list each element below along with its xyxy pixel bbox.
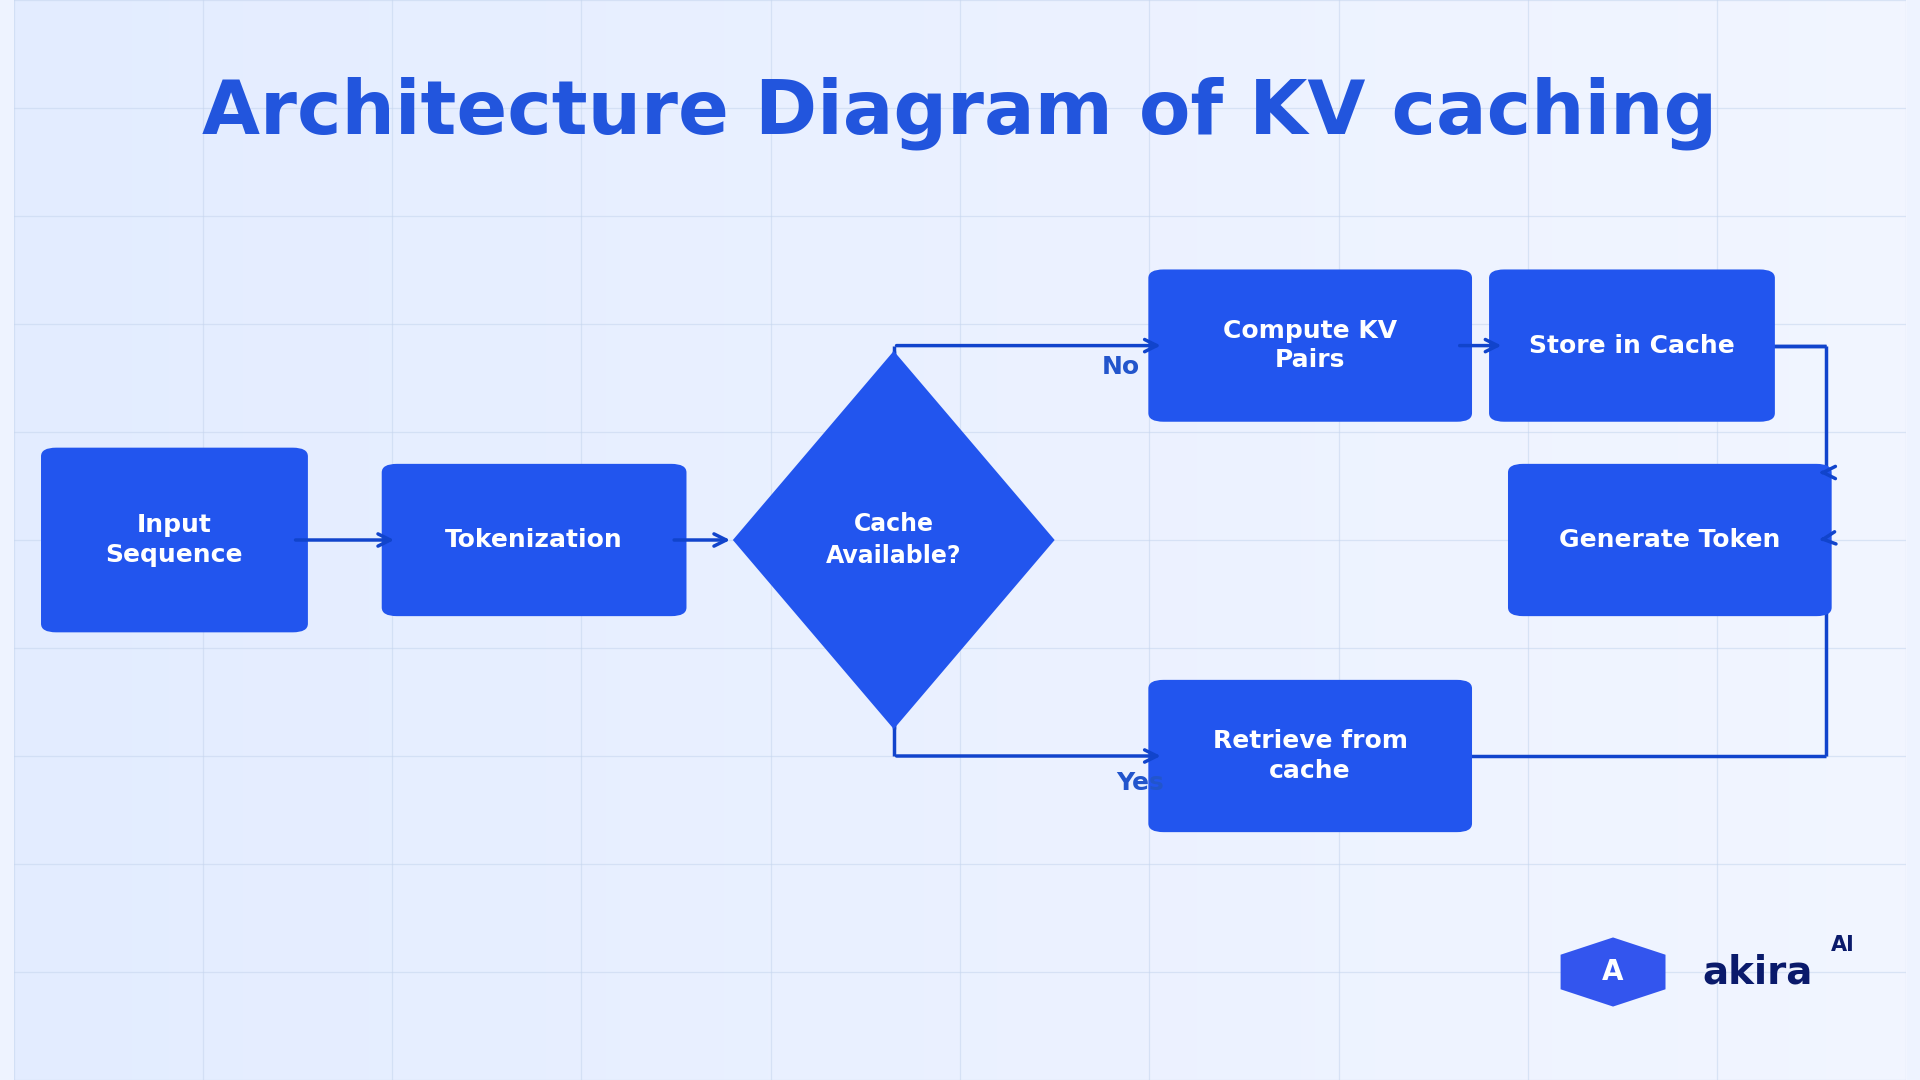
Text: Tokenization: Tokenization (445, 528, 622, 552)
Text: Store in Cache: Store in Cache (1528, 334, 1736, 357)
Text: Compute KV
Pairs: Compute KV Pairs (1223, 319, 1398, 373)
Text: No: No (1102, 355, 1140, 379)
Text: Yes: Yes (1116, 771, 1164, 795)
Text: AI: AI (1832, 935, 1855, 955)
FancyBboxPatch shape (1148, 680, 1473, 832)
Text: Architecture Diagram of KV caching: Architecture Diagram of KV caching (202, 77, 1718, 150)
FancyBboxPatch shape (1507, 464, 1832, 616)
Text: Input
Sequence: Input Sequence (106, 513, 244, 567)
Text: Generate Token: Generate Token (1559, 528, 1780, 552)
FancyBboxPatch shape (382, 464, 687, 616)
Text: akira: akira (1701, 953, 1812, 991)
Polygon shape (733, 351, 1054, 729)
FancyBboxPatch shape (1490, 269, 1774, 421)
Text: Retrieve from
cache: Retrieve from cache (1213, 729, 1407, 783)
FancyBboxPatch shape (40, 448, 307, 633)
Text: A: A (1603, 958, 1624, 986)
FancyBboxPatch shape (1148, 269, 1473, 421)
Text: Cache
Available?: Cache Available? (826, 512, 962, 568)
